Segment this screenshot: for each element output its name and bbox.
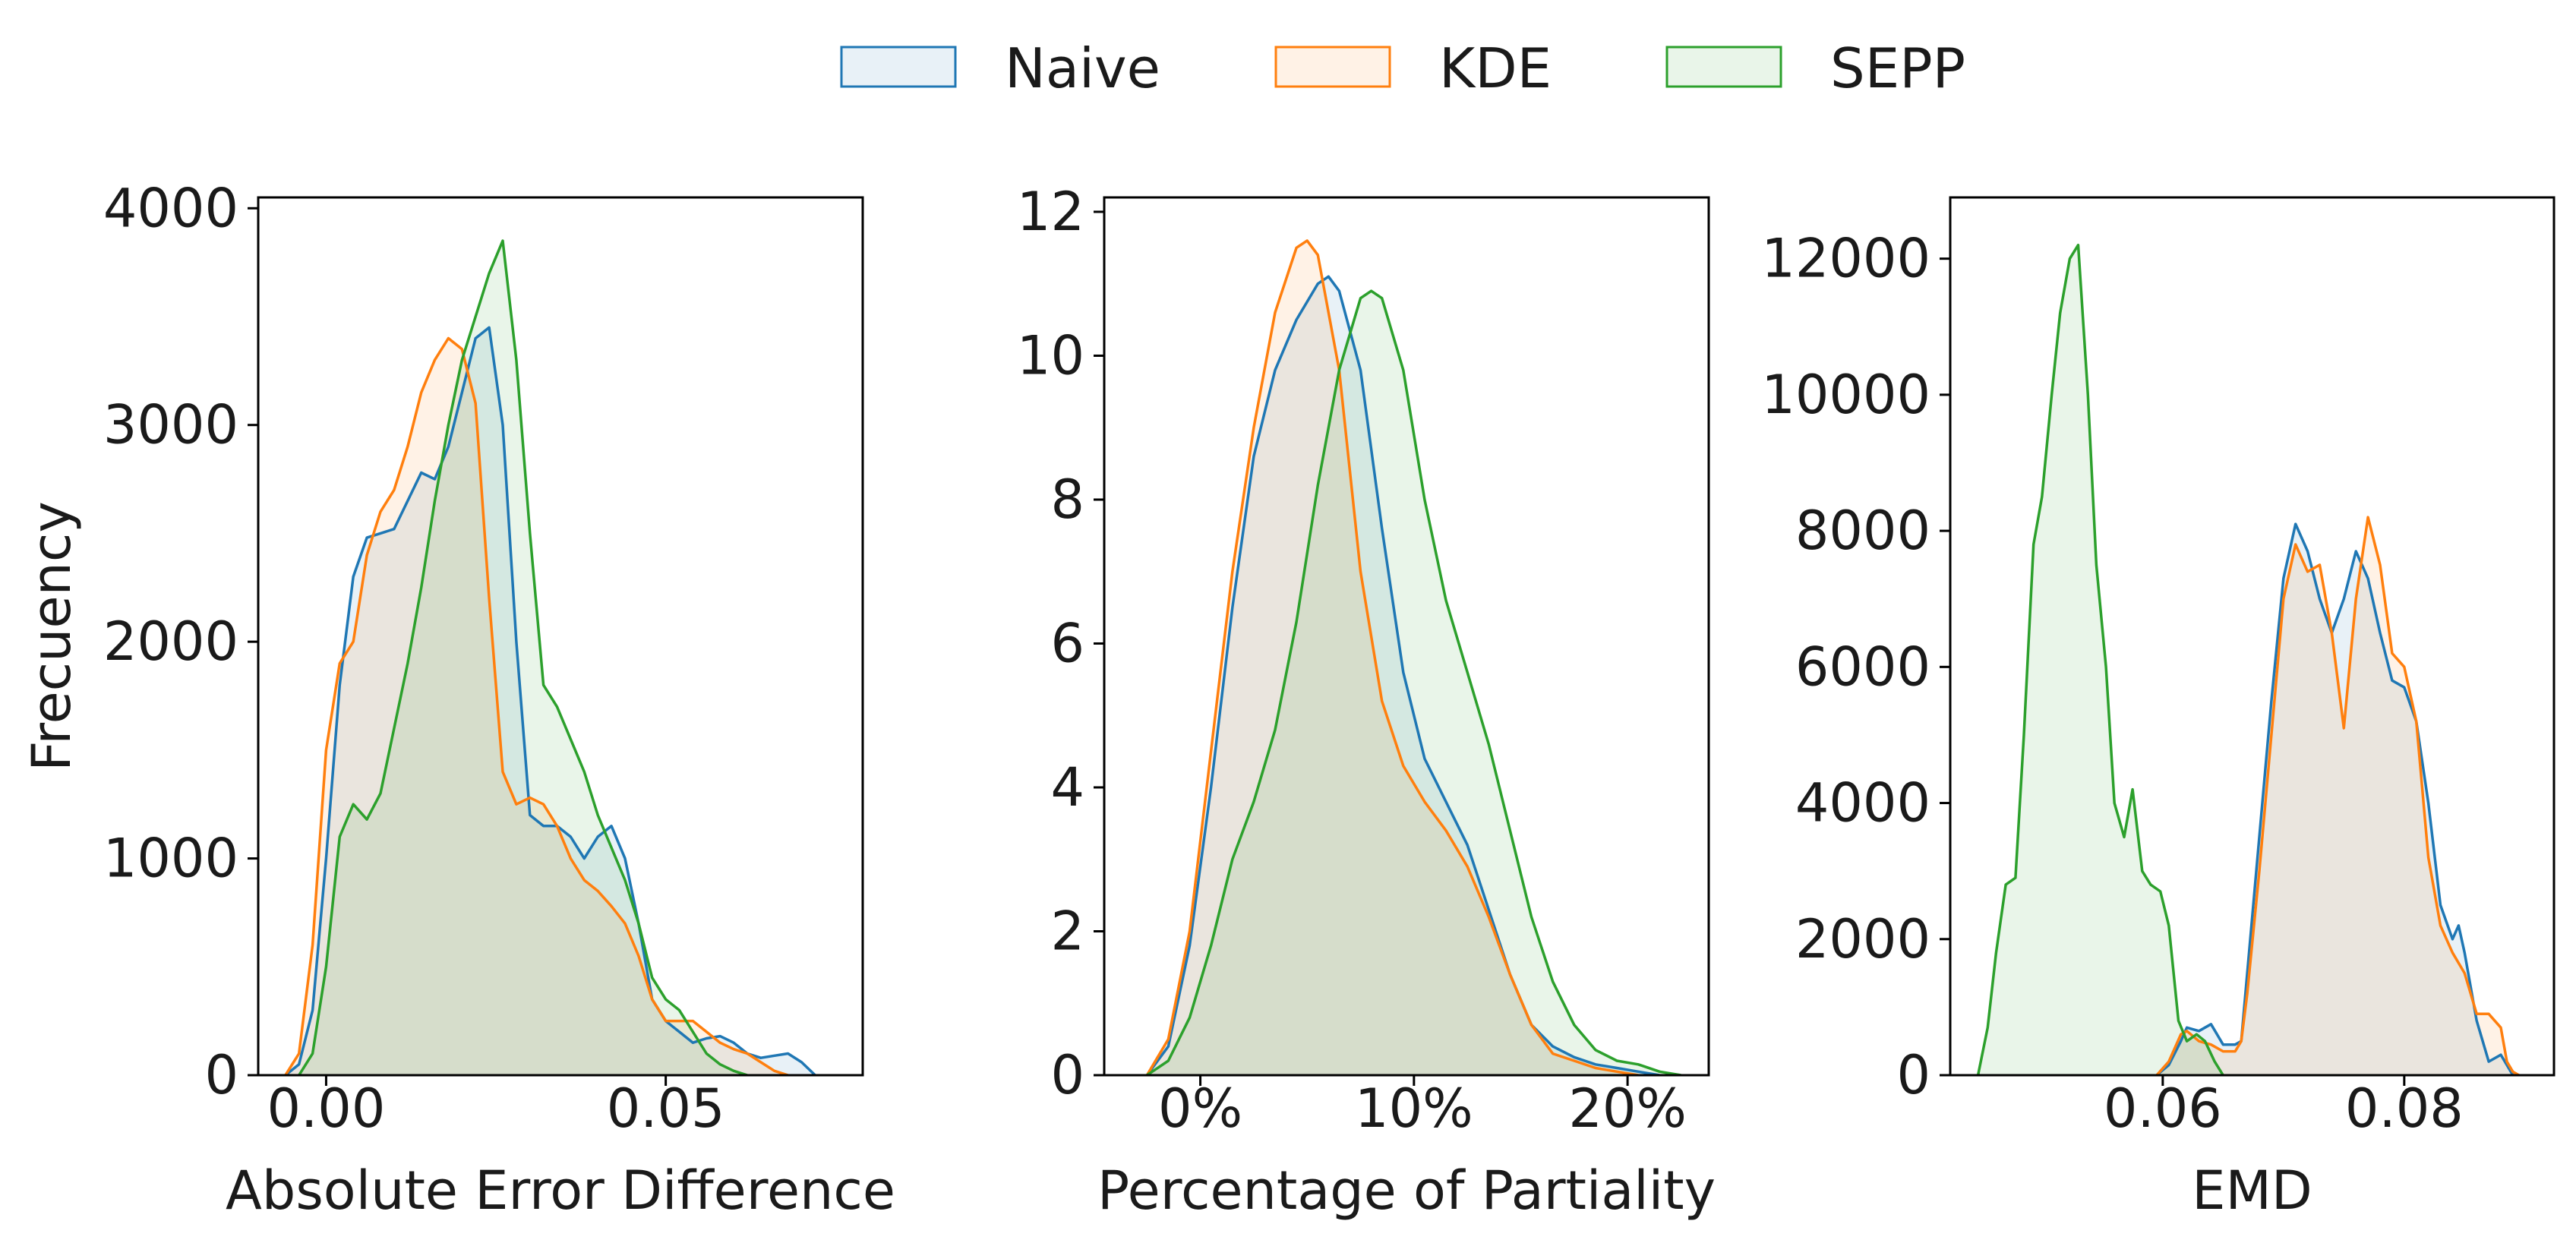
- y-tick-label: 12: [1017, 181, 1084, 243]
- y-axis-label: Frecuency: [21, 501, 83, 771]
- x-tick-label: 0%: [1158, 1077, 1242, 1140]
- area-kde: [1147, 240, 1639, 1075]
- series-group: [1145, 239, 1681, 1075]
- y-tick-label: 10000: [1761, 364, 1930, 426]
- y-tick-label: 6: [1050, 612, 1084, 674]
- line-naive: [2155, 522, 2514, 1075]
- x-tick-label: 0.06: [2104, 1077, 2222, 1140]
- line-sepp: [298, 239, 748, 1075]
- line-kde: [1145, 239, 1639, 1075]
- chart-panel-2: 0% 10% 20% 0 2 4 6 8 10 12 Percentage of Partialit…: [1017, 181, 1716, 1222]
- y-tick-label: 3000: [103, 394, 238, 456]
- legend-label: Naive: [1005, 36, 1160, 100]
- legend-swatch: [840, 46, 957, 88]
- x-axis-label: Absolute Error Difference: [226, 1159, 895, 1222]
- x-tick-label: 0.05: [607, 1077, 725, 1140]
- plot-frame: [1103, 196, 1710, 1077]
- y-tick-label: 4000: [1795, 772, 1930, 834]
- line-sepp: [1146, 289, 1681, 1075]
- y-tick-label: 0: [1896, 1044, 1930, 1106]
- legend-swatch: [1665, 46, 1782, 88]
- y-tick-label: 4: [1050, 756, 1084, 819]
- y-tick-label: 0: [204, 1044, 238, 1106]
- legend: Naive KDE SEPP: [840, 36, 1965, 100]
- y-tick-label: 1000: [103, 828, 238, 890]
- area-kde: [2156, 517, 2519, 1075]
- legend-label: KDE: [1439, 36, 1552, 100]
- y-tick-label: 2000: [1795, 908, 1930, 970]
- area-sepp: [1147, 291, 1681, 1075]
- y-tick-label: 12000: [1761, 228, 1930, 290]
- chart-panel-3: 0.06 0.08 0 2000 4000 6000 8000 10000 12000 EMD: [1761, 196, 2555, 1222]
- y-tick-label: 10: [1017, 324, 1084, 386]
- legend-item-kde: KDE: [1274, 36, 1552, 100]
- y-tick-label: 8000: [1795, 500, 1930, 562]
- y-tick-label: 0: [1050, 1044, 1084, 1106]
- area-kde: [285, 338, 788, 1075]
- line-naive: [1145, 275, 1660, 1075]
- legend-item-sepp: SEPP: [1665, 36, 1965, 100]
- y-tick-label: 8: [1050, 468, 1084, 531]
- series-group: [1976, 243, 2520, 1075]
- y-tick-label: 4000: [103, 177, 238, 239]
- y-tick-label: 6000: [1795, 636, 1930, 698]
- x-tick-label: 10%: [1355, 1077, 1473, 1140]
- legend-item-naive: Naive: [840, 36, 1160, 100]
- area-sepp: [298, 241, 747, 1075]
- chart-panel-1: 0.00 0.05 0 1000 2000 3000 4000 Absolute Error …: [21, 177, 895, 1222]
- legend-label: SEPP: [1830, 36, 1965, 100]
- y-tick-label: 2000: [103, 610, 238, 673]
- line-kde: [2155, 516, 2520, 1075]
- x-axis-label: EMD: [2192, 1159, 2312, 1222]
- area-naive: [285, 327, 816, 1075]
- x-tick-label: 0.00: [267, 1077, 386, 1140]
- plot-frame: [1949, 196, 2555, 1077]
- line-kde: [284, 336, 789, 1075]
- x-tick-label: 0.08: [2345, 1077, 2464, 1140]
- area-naive: [2156, 524, 2513, 1075]
- y-tick-label: 2: [1050, 900, 1084, 962]
- x-axis-label: Percentage of Partiality: [1097, 1159, 1716, 1222]
- legend-swatch: [1274, 46, 1391, 88]
- x-tick-label: 20%: [1568, 1077, 1687, 1140]
- plot-frame: [257, 196, 864, 1077]
- line-sepp: [1976, 243, 2224, 1075]
- series-group: [284, 239, 816, 1075]
- area-sepp: [1978, 244, 2224, 1075]
